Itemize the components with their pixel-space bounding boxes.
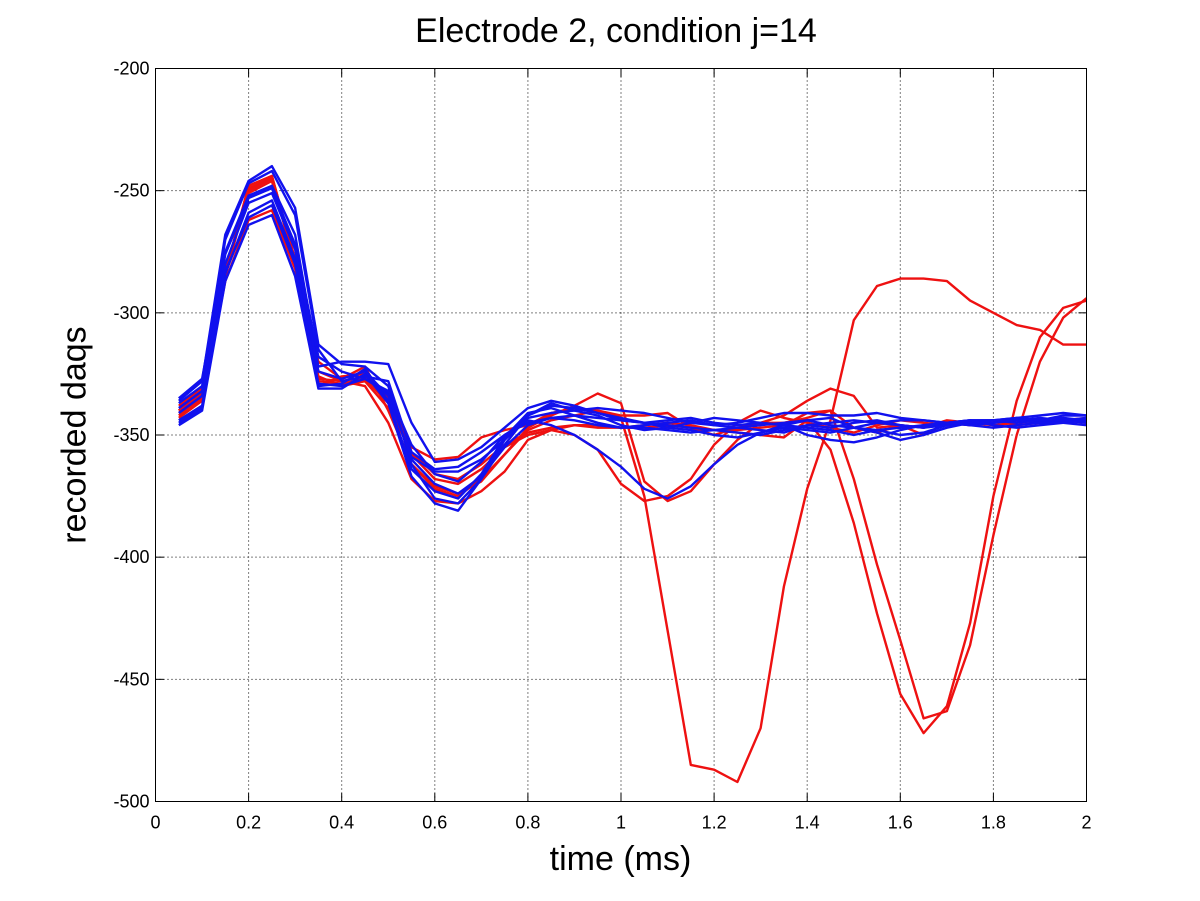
x-tick-label: 0 [150,813,160,833]
series-line-blue-12 [178,204,1087,500]
y-tick-label: -350 [113,425,149,445]
x-tick-label: 0.2 [236,813,261,833]
y-tick-label: -200 [113,59,149,79]
axes-box [155,68,1087,802]
y-tick-label: -250 [113,181,149,201]
grid [155,68,1087,802]
y-tick-label: -500 [113,792,149,812]
x-tick-label: 0.4 [329,813,354,833]
series-lines [178,164,1088,784]
y-axis-label: recorded daqs [55,326,94,544]
x-tick-label: 1.8 [981,813,1006,833]
x-tick-label: 0.8 [515,813,540,833]
y-tick-label: -300 [113,303,149,323]
y-tick-label: -450 [113,669,149,689]
x-axis-label: time (ms) [549,840,692,878]
x-tick-label: 1.6 [888,813,913,833]
x-tick-label: 1 [616,813,626,833]
x-tick-label: 0.6 [422,813,447,833]
y-tick-label: -400 [113,547,149,567]
series-line-blue-13 [178,186,1087,500]
chart-title: Electrode 2, condition j=14 [415,12,817,50]
x-tick-label: 2 [1081,813,1091,833]
series-line-blue-14 [178,191,1087,473]
axis-ticks: 0 0.2 0.4 0.6 0.8 1 1.2 1.4 1.6 1.8 2 -500 -450 -400 -… [113,59,1091,833]
x-tick-label: 1.2 [702,813,727,833]
series-line-red-6 [178,174,1088,720]
x-tick-label: 1.4 [795,813,820,833]
